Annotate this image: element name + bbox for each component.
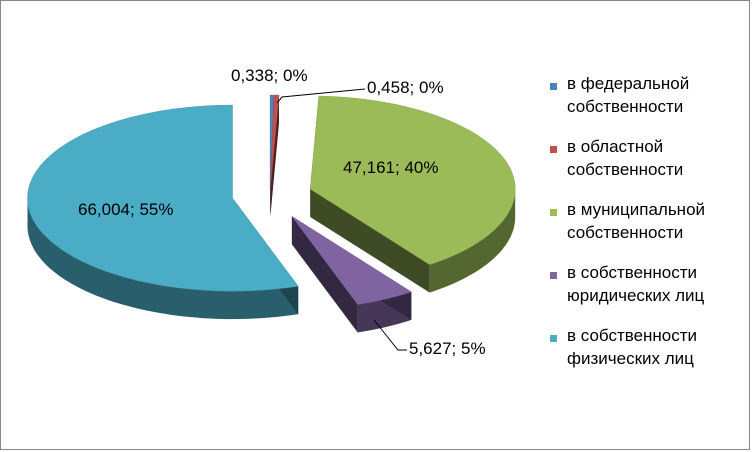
legend-label-line1: в областной <box>567 137 664 156</box>
legend-label-line2: собственности <box>567 160 684 179</box>
legend-item-legal-entities: в собственности юридических лиц <box>550 261 745 324</box>
legend-swatch-individuals <box>550 335 557 342</box>
data-label-federal: 0,338; 0% <box>231 66 308 85</box>
pie-slice-wall-municipal <box>310 188 430 293</box>
legend-label-line1: в собственности <box>567 263 698 282</box>
legend-label-line1: в муниципальной <box>567 200 706 219</box>
pie-slice-individuals <box>27 104 299 292</box>
legend-swatch-federal <box>550 83 557 90</box>
legend-label-line2: собственности <box>567 97 684 116</box>
legend-item-regional: в областной собственности <box>550 135 745 198</box>
legend-label-line1: в федеральной <box>567 74 690 93</box>
leader-line-regional <box>276 88 366 104</box>
legend-item-federal: в федеральной собственности <box>550 72 745 135</box>
pie-slice-wall-legal-entities <box>291 216 358 333</box>
legend-item-individuals: в собственности физических лиц <box>550 324 745 387</box>
data-label-regional: 0,458; 0% <box>367 78 444 97</box>
legend-label-line2: юридических лиц <box>567 286 705 305</box>
legend-label-line1: в собственности <box>567 326 698 345</box>
legend-label-line2: собственности <box>567 223 684 242</box>
legend-item-municipal: в муниципальной собственности <box>550 198 745 261</box>
data-label-legal-entities: 5,627; 5% <box>409 339 486 358</box>
legend-swatch-legal-entities <box>550 272 557 279</box>
pie-slice-federal <box>269 94 275 189</box>
data-label-municipal: 47,161; 40% <box>343 158 438 177</box>
legend-swatch-regional <box>550 146 557 153</box>
legend: в федеральной собственности в областной … <box>550 72 745 387</box>
pie-slice-wall-regional <box>270 95 279 217</box>
pie-slice-side-municipal <box>429 189 516 293</box>
pie-slice-side-individuals <box>27 198 299 320</box>
legend-label-line2: физических лиц <box>567 349 694 368</box>
pie-slice-regional <box>270 94 280 189</box>
leader-line-legal-entities <box>373 319 407 351</box>
data-label-individuals: 66,004; 55% <box>78 200 173 219</box>
legend-swatch-municipal <box>550 209 557 216</box>
pie-slice-legal-entities <box>291 216 412 305</box>
pie-slice-municipal <box>309 95 516 265</box>
